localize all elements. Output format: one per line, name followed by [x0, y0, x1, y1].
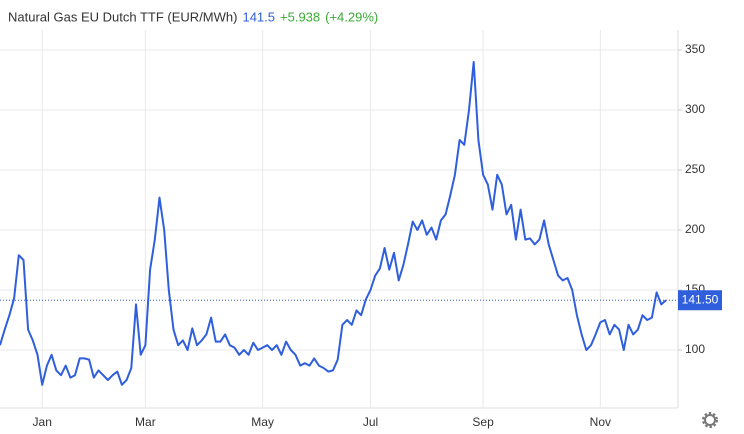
y-tick-label: 300	[685, 102, 705, 116]
x-tick-label: Jan	[33, 415, 52, 429]
y-tick-label: 250	[685, 162, 705, 176]
x-tick-label: Sep	[472, 415, 494, 429]
last-value-label: 141.50	[682, 292, 719, 306]
x-tick-label: Mar	[135, 415, 156, 429]
x-tick-label: Nov	[590, 415, 611, 429]
y-tick-label: 200	[685, 222, 705, 236]
gear-teeth	[702, 412, 718, 428]
quote-price: 141.5	[242, 9, 275, 24]
x-tick-label: May	[251, 415, 274, 429]
quote-change-percent: (+4.29%)	[325, 9, 378, 24]
settings-icon[interactable]	[702, 412, 718, 428]
chart-title: Natural Gas EU Dutch TTF (EUR/MWh)	[8, 9, 237, 24]
grid	[0, 30, 678, 408]
y-tick-label: 350	[685, 42, 705, 56]
price-line	[0, 61, 667, 386]
x-tick-label: Jul	[363, 415, 378, 429]
gear	[704, 414, 716, 426]
quote-change: +5.938	[280, 9, 320, 24]
last-value-box	[678, 290, 722, 311]
y-tick-label: 100	[685, 342, 705, 356]
